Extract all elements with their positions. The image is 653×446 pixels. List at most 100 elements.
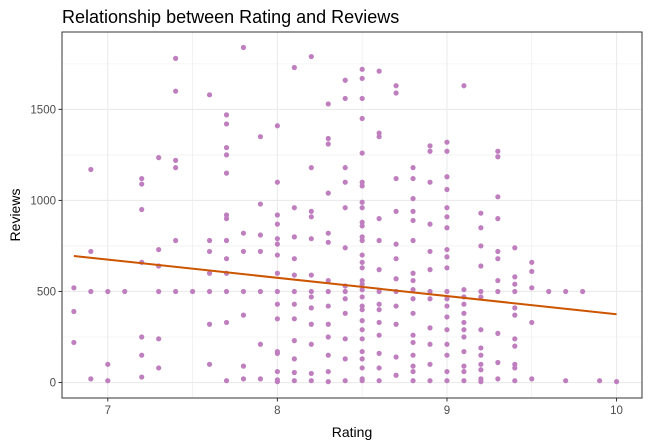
data-point: [274, 221, 280, 227]
data-point: [308, 341, 314, 347]
data-point: [122, 288, 128, 295]
data-point: [410, 339, 416, 346]
data-point: [359, 259, 365, 265]
data-point: [478, 288, 484, 295]
data-point: [495, 154, 501, 160]
data-point: [206, 321, 213, 327]
data-point: [376, 307, 382, 313]
data-point: [257, 248, 264, 255]
data-point: [376, 365, 382, 371]
data-point: [88, 376, 94, 382]
data-point: [257, 232, 264, 238]
data-point: [359, 294, 365, 300]
data-point: [410, 277, 416, 284]
data-point: [410, 363, 416, 369]
data-point: [274, 288, 280, 295]
data-point: [274, 236, 280, 242]
data-point: [342, 179, 348, 185]
data-point: [478, 361, 484, 367]
data-point: [376, 267, 382, 273]
data-point: [156, 288, 162, 295]
data-point: [308, 370, 314, 377]
data-point: [223, 319, 230, 326]
data-point: [512, 281, 518, 287]
data-point: [410, 378, 416, 384]
data-point: [71, 339, 77, 346]
data-point: [359, 95, 365, 102]
x-axis-title: Rating: [332, 424, 372, 440]
data-point: [359, 115, 365, 122]
data-point: [359, 199, 365, 205]
data-point: [461, 327, 467, 333]
data-point: [223, 256, 230, 262]
data-point: [376, 130, 382, 136]
data-point: [444, 303, 450, 309]
data-point: [274, 241, 280, 247]
data-point: [478, 345, 484, 351]
data-point: [291, 338, 297, 344]
data-point: [291, 234, 297, 240]
data-point: [495, 330, 501, 336]
data-point: [393, 256, 399, 262]
data-point: [156, 155, 162, 161]
data-point: [444, 174, 450, 180]
trend-line: [73, 254, 617, 316]
data-point: [359, 307, 365, 313]
data-point: [223, 170, 230, 176]
data-point: [427, 341, 433, 347]
data-point: [444, 288, 450, 295]
data-point: [580, 288, 586, 295]
data-point: [359, 287, 365, 293]
data-point: [240, 230, 247, 236]
data-point: [410, 217, 416, 224]
x-tick-label: 9: [444, 405, 450, 417]
data-point: [444, 314, 450, 320]
data-point: [325, 239, 331, 245]
data-point: [291, 272, 297, 278]
data-point: [257, 134, 264, 140]
x-axis: 7 8 9 10: [105, 398, 623, 417]
data-point: [173, 88, 179, 94]
data-point: [359, 277, 365, 284]
data-point: [105, 361, 111, 367]
data-point: [495, 256, 501, 262]
data-point: [325, 321, 331, 327]
data-point: [274, 350, 280, 356]
data-point: [410, 175, 416, 182]
data-point: [359, 365, 365, 371]
data-point: [359, 303, 365, 309]
data-point: [342, 205, 348, 211]
data-point: [308, 321, 314, 327]
data-point: [325, 379, 331, 385]
data-point: [359, 219, 365, 225]
data-point: [512, 245, 518, 251]
data-point: [461, 348, 467, 355]
data-point: [512, 336, 518, 342]
data-point: [512, 361, 518, 367]
data-point: [444, 368, 450, 375]
data-point: [206, 288, 213, 295]
data-point: [223, 112, 230, 118]
data-point: [410, 165, 416, 171]
data-point: [495, 148, 501, 154]
data-point: [444, 139, 450, 145]
data-point: [410, 296, 416, 302]
data-point: [274, 212, 280, 218]
data-point: [461, 301, 467, 307]
data-point: [410, 237, 416, 244]
data-point: [444, 341, 450, 347]
data-point: [359, 223, 365, 229]
data-point: [410, 196, 416, 202]
data-point: [427, 148, 433, 154]
data-point: [529, 376, 535, 382]
data-point: [376, 350, 382, 356]
x-tick-label: 7: [105, 405, 111, 417]
data-point: [308, 214, 314, 220]
data-point: [478, 367, 484, 373]
data-point: [88, 248, 94, 255]
data-point: [173, 55, 179, 62]
data-point: [461, 83, 467, 89]
data-point: [512, 365, 518, 371]
data-point: [444, 205, 450, 211]
data-point: [359, 150, 365, 156]
